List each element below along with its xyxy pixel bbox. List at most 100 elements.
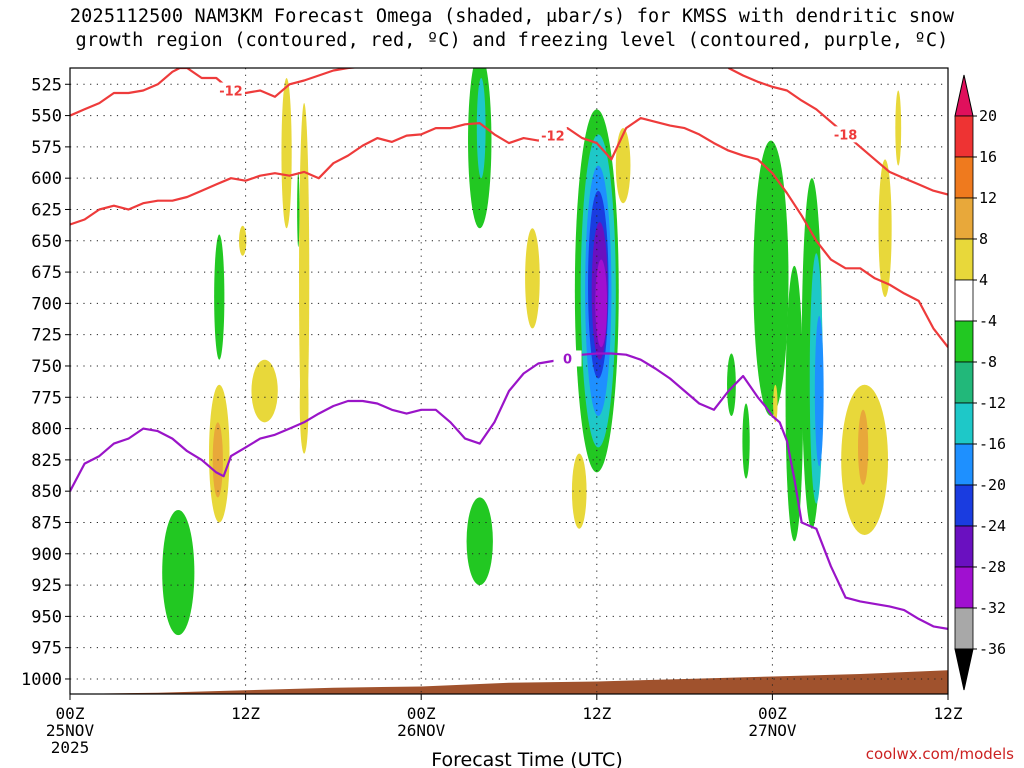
omega-region [878,159,892,298]
x-tick-label: 27NOV [748,721,797,740]
colorbar-swatch [954,607,974,650]
credit-text: coolwx.com/models [865,745,1014,763]
colorbar-arrow-bottom [954,648,974,691]
colorbar-label: -20 [979,476,1006,494]
x-tick-label: 25NOV [46,721,95,740]
colorbar-label: 12 [979,189,997,207]
omega-region [615,128,631,204]
temperature-contours: 0 -12 -12 -18 [70,68,948,630]
contour-label-bg [831,126,860,143]
omega-region [742,403,750,479]
omega-region [476,78,486,179]
colorbar-swatch [954,484,974,527]
ground-fill [70,670,948,694]
colorbar-label: 20 [979,107,997,125]
y-tick-label: 800 [31,420,62,440]
x-tick-label: 12Z [231,704,260,723]
y-tick-label: 550 [31,107,62,127]
x-tick-label: 00Z [56,704,85,723]
omega-region [525,228,540,329]
y-tick-label: 575 [31,138,62,158]
colorbar-label: -12 [979,394,1006,412]
y-tick-label: 775 [31,388,62,408]
colorbar-swatch [954,443,974,486]
omega-region [895,90,902,166]
omega-region [281,78,292,229]
x-axis-title: Forecast Time (UTC) [431,749,622,768]
omega-region [727,353,736,417]
contour-label-bg [216,82,245,99]
colorbar: 20 16 12 8 4 -4 -8 -12 -16 -20 -24 -28 -32 -36 [954,74,1006,691]
colorbar-swatch [954,238,974,281]
colorbar-swatch [954,361,974,404]
omega-region [814,315,824,467]
contour-label: -12 [219,85,243,100]
y-tick-label: 825 [31,451,62,471]
x-tick-label: 2025 [51,738,90,757]
contour-label-bg [538,127,567,144]
x-tick-label: 26NOV [397,721,446,740]
colorbar-label: -36 [979,640,1006,658]
x-tick-label: 00Z [758,704,787,723]
ground-surface [70,670,948,694]
colorbar-label: -24 [979,517,1006,535]
colorbar-swatch [954,156,974,199]
contour-line [70,68,361,117]
y-tick-label: 675 [31,263,62,283]
omega-region [595,259,608,348]
y-tick-label: 975 [31,639,62,659]
colorbar-arrow-top [954,74,974,117]
y-tick-label: 950 [31,607,62,627]
y-tick-label: 700 [31,294,62,314]
chart-title-line-1: 2025112500 NAM3KM Forecast Omega (shaded… [69,6,955,27]
colorbar-label: -16 [979,435,1006,453]
colorbar-label: -32 [979,599,1006,617]
omega-region [162,509,195,636]
y-tick-label: 1000 [21,670,62,690]
y-tick-label: 725 [31,326,62,346]
contour-label: -12 [541,130,565,145]
colorbar-swatch [954,197,974,240]
colorbar-label: -8 [979,353,997,371]
colorbar-label: -4 [979,312,997,330]
y-axis: 525 550 575 600 625 650 675 700 725 750 775 800 825 8… [21,75,70,690]
omega-region [785,265,804,542]
y-tick-label: 750 [31,357,62,377]
y-tick-label: 875 [31,513,62,533]
colorbar-label: -28 [979,558,1006,576]
y-tick-label: 925 [31,576,62,596]
contour-label-bg [553,350,582,367]
x-tick-label: 12Z [582,704,611,723]
colorbar-swatch [954,279,974,322]
omega-region [773,384,778,423]
omega-region [466,497,493,586]
y-tick-label: 600 [31,169,62,189]
y-tick-label: 625 [31,200,62,220]
omega-region [753,140,789,417]
y-tick-label: 525 [31,75,62,95]
omega-region [239,225,247,256]
colorbar-swatch [954,115,974,158]
y-tick-label: 850 [31,482,62,502]
colorbar-swatch [954,525,974,568]
omega-region [858,409,869,485]
y-tick-label: 650 [31,232,62,252]
contour-line [70,352,948,630]
x-tick-label: 12Z [934,704,963,723]
omega-region [251,359,278,423]
colorbar-swatch [954,566,974,609]
colorbar-swatch [954,402,974,445]
omega-region [299,353,309,454]
colorbar-swatch [954,320,974,363]
contour-label: 0 [563,352,572,367]
x-tick-label: 00Z [407,704,436,723]
colorbar-label: 8 [979,230,988,248]
y-tick-label: 900 [31,545,62,565]
omega-region [214,234,225,360]
plot-frame [69,67,949,695]
contour-label: -18 [834,128,858,143]
colorbar-label: 16 [979,148,997,166]
colorbar-label: 4 [979,271,988,289]
